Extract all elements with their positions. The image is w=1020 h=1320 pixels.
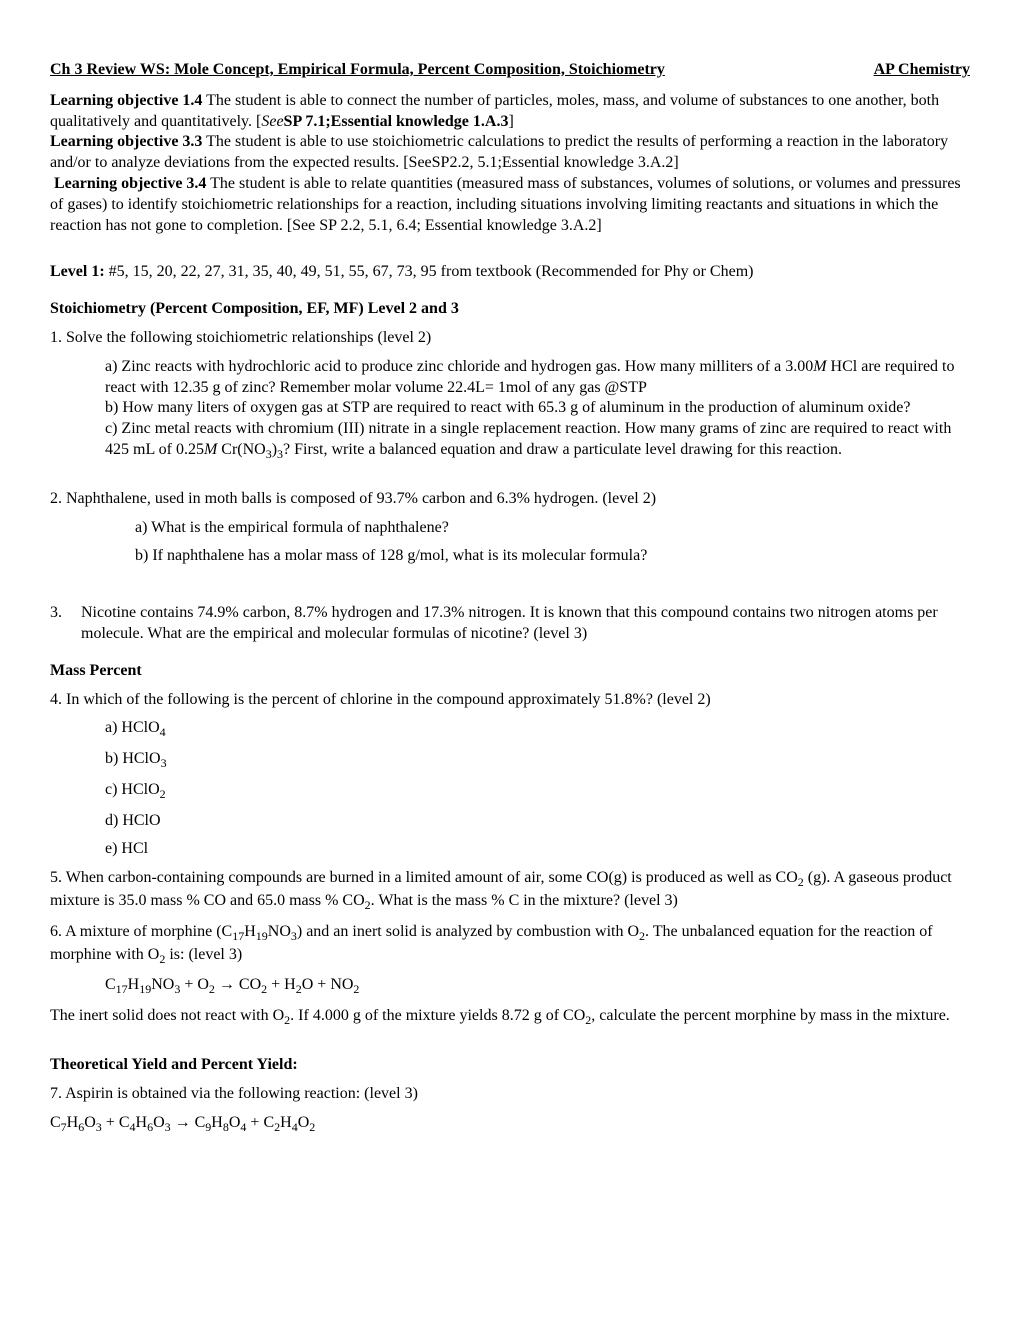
q4a-sub: 4: [160, 726, 166, 740]
q3-num: 3.: [50, 603, 77, 645]
q7-arrow: →: [171, 1114, 195, 1131]
q6-p1: 6. A mixture of morphine (C: [50, 923, 232, 940]
q6eq-p6: + H: [267, 976, 296, 993]
stoich-heading: Stoichiometry (Percent Composition, EF, …: [50, 299, 970, 320]
q1b: b) How many liters of oxygen gas at STP …: [105, 399, 910, 416]
level1-line: Level 1: #5, 15, 20, 22, 27, 31, 35, 40,…: [50, 262, 970, 283]
q4e: e) HCl: [105, 839, 970, 860]
q1-stem: 1. Solve the following stoichiometric re…: [50, 328, 970, 349]
q6t-p1: The inert solid does not react with O: [50, 1007, 284, 1024]
q7-s2b: 2: [309, 1120, 315, 1134]
q4a-pre: a) HClO: [105, 719, 160, 736]
q4b: b) HClO3: [105, 749, 970, 772]
q7-p1: C: [50, 1114, 61, 1131]
q3: 3. Nicotine contains 74.9% carbon, 8.7% …: [50, 603, 970, 645]
q2a: a) What is the empirical formula of naph…: [50, 518, 970, 539]
q2b: b) If naphthalene has a molar mass of 12…: [50, 546, 970, 567]
q1-body: a) Zinc reacts with hydrochloric acid to…: [50, 357, 970, 463]
q6eq-s17: 17: [116, 983, 128, 997]
q6: 6. A mixture of morphine (C17H19NO3) and…: [50, 922, 970, 968]
q4c-pre: c) HClO: [105, 781, 160, 798]
q6-p2: H: [244, 923, 256, 940]
q3-text: Nicotine contains 74.9% carbon, 8.7% hyd…: [77, 603, 970, 645]
q7-p8: H: [211, 1114, 223, 1131]
title-left: Ch 3 Review WS: Mole Concept, Empirical …: [50, 60, 665, 81]
q6eq-p2: H: [128, 976, 140, 993]
q6t-p3: , calculate the percent morphine by mass…: [591, 1007, 950, 1024]
q7-p11: H: [280, 1114, 292, 1131]
q6-p4: ) and an inert solid is analyzed by comb…: [297, 923, 639, 940]
q7-equation: C7H6O3 + C4H6O3 → C9H8O4 + C2H4O2: [50, 1113, 970, 1136]
q7-p10: + C: [246, 1114, 274, 1131]
q4a: a) HClO4: [105, 718, 970, 741]
mass-percent-heading: Mass Percent: [50, 661, 970, 682]
q1c-p2: Cr(NO: [217, 441, 265, 458]
q7-p9: O: [229, 1114, 241, 1131]
lo33-label: Learning objective 3.3: [50, 133, 202, 150]
q6eq-p5: → CO: [215, 976, 261, 993]
q6eq-p1: C: [105, 976, 116, 993]
q6-tail: The inert solid does not react with O2. …: [50, 1006, 970, 1029]
q2-stem: 2. Naphthalene, used in moth balls is co…: [50, 489, 970, 510]
page-title-row: Ch 3 Review WS: Mole Concept, Empirical …: [50, 60, 970, 81]
lo14-label: Learning objective 1.4: [50, 92, 202, 109]
q7-p2: H: [67, 1114, 79, 1131]
q6-p6: is: (level 3): [165, 946, 242, 963]
q7-stem: 7. Aspirin is obtained via the following…: [50, 1084, 970, 1105]
lo14-see: See: [261, 113, 283, 130]
q6-s19: 19: [256, 929, 268, 943]
title-right: AP Chemistry: [874, 60, 970, 81]
q1c-p4: ? First, write a balanced equation and d…: [283, 441, 842, 458]
q5-p1: 5. When carbon-containing compounds are …: [50, 869, 798, 886]
lo14-close: ]: [508, 113, 513, 130]
q7-p4: + C: [102, 1114, 130, 1131]
q6eq-p4: + O: [180, 976, 209, 993]
q5: 5. When carbon-containing compounds are …: [50, 868, 970, 914]
q1a-p1: a) Zinc reacts with hydrochloric acid to…: [105, 358, 813, 375]
q6eq-s19: 19: [139, 983, 151, 997]
level1-label: Level 1:: [50, 263, 105, 280]
q6-equation: C17H19NO3 + O2 → CO2 + H2O + NO2: [50, 975, 970, 998]
q1a-m: M: [813, 358, 826, 375]
q4c: c) HClO2: [105, 780, 970, 803]
q6-s17: 17: [232, 929, 244, 943]
yield-heading: Theoretical Yield and Percent Yield:: [50, 1055, 970, 1076]
lo34-label: Learning objective 3.4: [54, 175, 206, 192]
q6eq-s2d: 2: [353, 983, 359, 997]
q7-p7: C: [195, 1114, 206, 1131]
q4b-pre: b) HClO: [105, 750, 161, 767]
lo14-refs: SP 7.1;Essential knowledge 1.A.3: [284, 113, 509, 130]
q4-stem: 4. In which of the following is the perc…: [50, 690, 970, 711]
q5-p3: . What is the mass % C in the mixture? (…: [371, 892, 678, 909]
q6eq-p7: O + NO: [302, 976, 354, 993]
q6-p3: NO: [268, 923, 291, 940]
level1-text: #5, 15, 20, 22, 27, 31, 35, 40, 49, 51, …: [105, 263, 754, 280]
q7-p12: O: [298, 1114, 310, 1131]
q7-p5: H: [136, 1114, 148, 1131]
q7-p6: O: [153, 1114, 165, 1131]
learning-objectives: Learning objective 1.4 The student is ab…: [50, 91, 970, 237]
q4b-sub: 3: [161, 756, 167, 770]
q4c-sub: 2: [160, 787, 166, 801]
q7-p3: O: [84, 1114, 96, 1131]
q6t-p2: . If 4.000 g of the mixture yields 8.72 …: [290, 1007, 585, 1024]
q1c-m: M: [204, 441, 217, 458]
q4d: d) HClO: [105, 811, 970, 832]
q4-options: a) HClO4 b) HClO3 c) HClO2 d) HClO e) HC…: [50, 718, 970, 860]
q6eq-p3: NO: [151, 976, 174, 993]
